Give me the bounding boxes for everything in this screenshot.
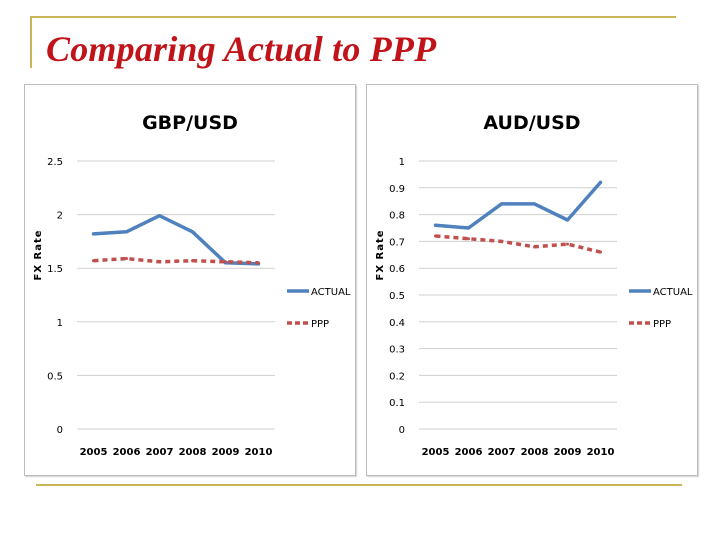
- gbp-usd-series-ppp-point: [224, 260, 227, 264]
- gbp-usd-legend-label-actual: ACTUAL: [311, 287, 351, 298]
- gbp-usd-y-tick-label: 0.5: [47, 371, 63, 382]
- aud-usd-y-tick-label: 0.2: [389, 371, 405, 382]
- aud-usd-y-tick-label: 0.5: [389, 291, 405, 302]
- gbp-usd-x-tick-label: 2007: [146, 447, 174, 458]
- gbp-usd-series-actual-point: [191, 230, 194, 234]
- gbp-usd-series-ppp-point: [191, 259, 194, 263]
- gbp-usd-y-tick-label: 2: [57, 211, 63, 222]
- gbp-usd-x-tick-label: 2008: [179, 447, 207, 458]
- aud-usd-series-actual-line: [433, 180, 603, 230]
- left-rule: [30, 16, 32, 68]
- aud-usd-y-tick-label: 0.6: [389, 264, 405, 275]
- aud-usd-series-actual-point: [566, 218, 569, 222]
- aud-usd-x-tick-label: 2010: [587, 447, 615, 458]
- gbp-usd-x-tick-label: 2006: [113, 447, 141, 458]
- gbp-usd-legend-label-ppp: PPP: [311, 319, 329, 330]
- aud-usd-chart-svg: AUD/USD FX Rate 0 0.1 0.2 0.3 0.4 0.5 0.6 0.7 0.8 0…: [375, 112, 693, 458]
- gbp-usd-x-tick-label: 2005: [80, 447, 108, 458]
- gbp-usd-series-actual-line: [91, 213, 261, 266]
- aud-usd-series-actual-point: [500, 202, 503, 206]
- top-rule: [30, 16, 676, 18]
- gbp-usd-chart: GBP/USD FX Rate 0 0.5 1 1.5 2 2.5 2005 2006 2007 20…: [24, 84, 356, 476]
- aud-usd-series-actual-point: [434, 223, 437, 227]
- gbp-usd-series-actual-point: [92, 232, 95, 236]
- gbp-usd-y-tick-label: 1: [57, 318, 63, 329]
- gbp-usd-series-ppp-point: [257, 261, 260, 265]
- aud-usd-y-tick-label: 0.3: [389, 345, 405, 356]
- gbp-usd-y-tick-label: 1.5: [47, 264, 63, 275]
- aud-usd-series-ppp-line: [435, 234, 601, 254]
- aud-usd-y-tick-label: 1: [399, 157, 405, 168]
- aud-usd-series-ppp-point: [533, 245, 536, 249]
- gbp-usd-series-ppp-point: [158, 260, 161, 264]
- aud-usd-x-tick-label: 2005: [422, 447, 450, 458]
- aud-usd-y-tick-label: 0.1: [389, 398, 405, 409]
- aud-usd-series-actual-point: [599, 180, 602, 184]
- aud-usd-y-tick-label: 0.8: [389, 211, 405, 222]
- aud-usd-y-tick-label: 0.7: [389, 237, 405, 248]
- gbp-usd-series-ppp-point: [92, 259, 95, 263]
- aud-usd-x-tick-label: 2006: [455, 447, 483, 458]
- aud-usd-series-actual-point: [467, 226, 470, 230]
- gbp-usd-chart-title: GBP/USD: [142, 112, 238, 134]
- aud-usd-legend-label-ppp: PPP: [653, 319, 671, 330]
- bottom-rule: [36, 484, 682, 486]
- gbp-usd-series-actual-point: [158, 214, 161, 218]
- aud-usd-series-actual-point: [533, 202, 536, 206]
- gbp-usd-y-tick-label: 2.5: [47, 157, 63, 168]
- gbp-usd-x-tick-label: 2009: [212, 447, 240, 458]
- aud-usd-x-tick-label: 2009: [554, 447, 582, 458]
- gbp-usd-series-actual-point: [125, 230, 128, 234]
- aud-usd-y-tick-label: 0.4: [389, 318, 405, 329]
- gbp-usd-y-axis-label: FX Rate: [33, 229, 44, 280]
- gbp-usd-chart-svg: GBP/USD FX Rate 0 0.5 1 1.5 2 2.5 2005 2006 2007 20…: [33, 112, 351, 458]
- slide-title: Comparing Actual to PPP: [46, 29, 437, 69]
- gbp-usd-x-tick-label: 2010: [245, 447, 273, 458]
- aud-usd-y-tick-label: 0: [399, 425, 405, 436]
- aud-usd-series-ppp-point: [500, 239, 503, 243]
- gbp-usd-series-ppp-line: [93, 256, 259, 265]
- aud-usd-series-ppp-point: [599, 250, 602, 254]
- gbp-usd-y-tick-label: 0: [57, 425, 63, 436]
- aud-usd-x-tick-label: 2007: [488, 447, 516, 458]
- aud-usd-x-tick-label: 2008: [521, 447, 549, 458]
- aud-usd-series-ppp-point: [467, 237, 470, 241]
- aud-usd-y-axis-label: FX Rate: [375, 229, 386, 280]
- aud-usd-chart-title: AUD/USD: [483, 112, 580, 134]
- aud-usd-series-ppp-point: [566, 242, 569, 246]
- aud-usd-legend-label-actual: ACTUAL: [653, 287, 693, 298]
- aud-usd-series-ppp-point: [434, 234, 437, 238]
- aud-usd-chart: AUD/USD FX Rate 0 0.1 0.2 0.3 0.4 0.5 0.6 0.7 0.8 0…: [366, 84, 698, 476]
- gbp-usd-series-ppp-point: [125, 257, 128, 261]
- aud-usd-y-tick-label: 0.9: [389, 184, 405, 195]
